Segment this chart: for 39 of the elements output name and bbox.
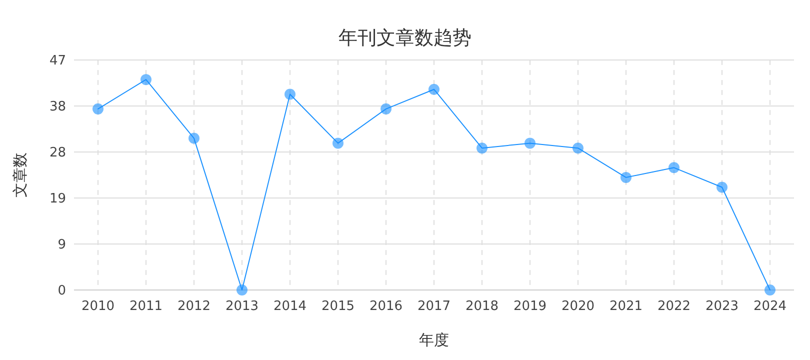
xtick: 2013 — [225, 299, 259, 314]
xtick: 2018 — [465, 299, 499, 314]
ytick: 19 — [49, 192, 66, 206]
xtick: 2012 — [177, 299, 211, 314]
title: 年刊文章数趋势 — [338, 27, 472, 49]
ytick: 0 — [58, 284, 66, 298]
xtick: 2011 — [129, 299, 163, 314]
point — [332, 138, 344, 149]
xtick: 2022 — [657, 299, 691, 314]
ytick: 38 — [49, 100, 66, 114]
point — [716, 182, 728, 193]
point — [380, 103, 392, 114]
point — [524, 138, 536, 149]
point — [668, 162, 680, 174]
point — [572, 142, 584, 154]
xtick: 2020 — [561, 299, 595, 314]
xtick: 2017 — [417, 299, 451, 314]
ytick: 9 — [58, 238, 66, 252]
point — [764, 284, 776, 296]
ytick: 47 — [49, 54, 66, 68]
xtick: 2014 — [273, 299, 307, 314]
point — [284, 88, 296, 100]
xtick: 2015 — [321, 299, 355, 314]
point — [476, 142, 488, 154]
xtick: 2024 — [753, 299, 787, 314]
point — [236, 284, 248, 296]
ytick: 28 — [49, 146, 66, 160]
xlabel: 年度 — [419, 331, 449, 349]
xtick: 2021 — [609, 299, 643, 314]
xtick: 2016 — [369, 299, 403, 314]
point — [620, 172, 632, 183]
point — [188, 132, 200, 144]
point — [428, 84, 440, 95]
xtick: 2010 — [81, 299, 115, 314]
point — [140, 74, 152, 86]
ylabel: 文章数 — [11, 152, 29, 198]
xtick: 2023 — [705, 299, 739, 314]
point — [92, 103, 104, 114]
xtick: 2019 — [513, 299, 547, 314]
